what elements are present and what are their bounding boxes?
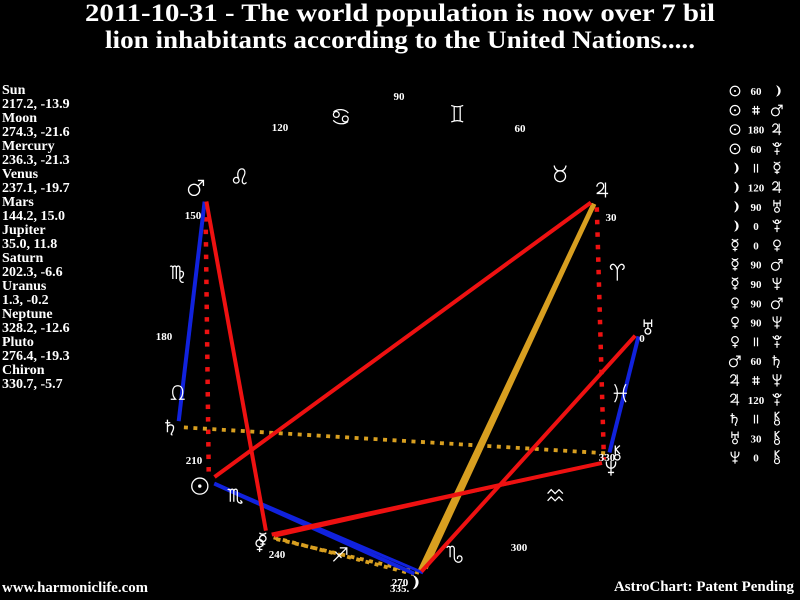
svg-text:www.harmoniclife.com: www.harmoniclife.com: [2, 580, 148, 596]
svg-text:90: 90: [751, 318, 763, 330]
svg-text:Sun: Sun: [2, 83, 26, 98]
svg-text:Neptune: Neptune: [2, 307, 53, 322]
svg-text:Mercury: Mercury: [2, 139, 55, 154]
svg-text:90: 90: [394, 91, 406, 103]
svg-text:180: 180: [156, 331, 173, 343]
svg-text:237.1, -19.7: 237.1, -19.7: [2, 181, 70, 196]
svg-text:90: 90: [751, 260, 763, 272]
svg-text:2011-10-31 - The world populat: 2011-10-31 - The world population is now…: [85, 0, 715, 27]
svg-text:150: 150: [185, 210, 202, 222]
svg-text:lion inhabitants according to: lion inhabitants according to the United…: [105, 27, 695, 54]
svg-text:35.0, 11.8: 35.0, 11.8: [2, 237, 57, 252]
svg-text:180: 180: [748, 125, 765, 137]
svg-text:330.7, -5.7: 330.7, -5.7: [2, 377, 63, 392]
svg-text:60: 60: [515, 123, 527, 135]
svg-text:270: 270: [392, 577, 409, 589]
svg-text:Uranus: Uranus: [2, 279, 47, 294]
svg-text:330: 330: [599, 452, 616, 464]
svg-text:300: 300: [511, 542, 528, 554]
svg-text:120: 120: [748, 183, 765, 195]
svg-text:217.2, -13.9: 217.2, -13.9: [2, 97, 70, 112]
svg-text:60: 60: [751, 356, 763, 368]
svg-text:120: 120: [272, 122, 289, 134]
svg-text:240: 240: [269, 549, 286, 561]
svg-text:Venus: Venus: [2, 167, 39, 182]
svg-text:236.3, -21.3: 236.3, -21.3: [2, 153, 70, 168]
svg-text:90: 90: [751, 279, 763, 291]
svg-text:Mars: Mars: [2, 195, 34, 210]
svg-text:60: 60: [751, 144, 763, 156]
svg-text:0: 0: [753, 453, 759, 465]
svg-text:276.4, -19.3: 276.4, -19.3: [2, 349, 70, 364]
svg-text:202.3, -6.6: 202.3, -6.6: [2, 265, 63, 280]
svg-text:1.3, -0.2: 1.3, -0.2: [2, 293, 49, 308]
svg-text:0: 0: [753, 221, 759, 233]
svg-text:AstroChart: Patent Pending: AstroChart: Patent Pending: [614, 579, 794, 595]
svg-text:0: 0: [753, 240, 759, 252]
svg-text:210: 210: [186, 455, 203, 467]
svg-text:0: 0: [639, 333, 645, 345]
svg-text:Pluto: Pluto: [2, 335, 34, 350]
svg-text:90: 90: [751, 202, 763, 214]
svg-text:144.2, 15.0: 144.2, 15.0: [2, 209, 65, 224]
svg-text:120: 120: [748, 395, 765, 407]
svg-text:60: 60: [751, 86, 763, 98]
svg-text:30: 30: [606, 212, 618, 224]
svg-text:328.2, -12.6: 328.2, -12.6: [2, 321, 70, 336]
svg-text:90: 90: [751, 298, 763, 310]
svg-text:Moon: Moon: [2, 111, 37, 126]
svg-text:274.3, -21.6: 274.3, -21.6: [2, 125, 70, 140]
svg-text:Jupiter: Jupiter: [2, 223, 46, 238]
svg-text:335.: 335.: [390, 583, 410, 595]
svg-text:Saturn: Saturn: [2, 251, 43, 266]
svg-text:Chiron: Chiron: [2, 363, 45, 378]
svg-text:30: 30: [751, 433, 763, 445]
